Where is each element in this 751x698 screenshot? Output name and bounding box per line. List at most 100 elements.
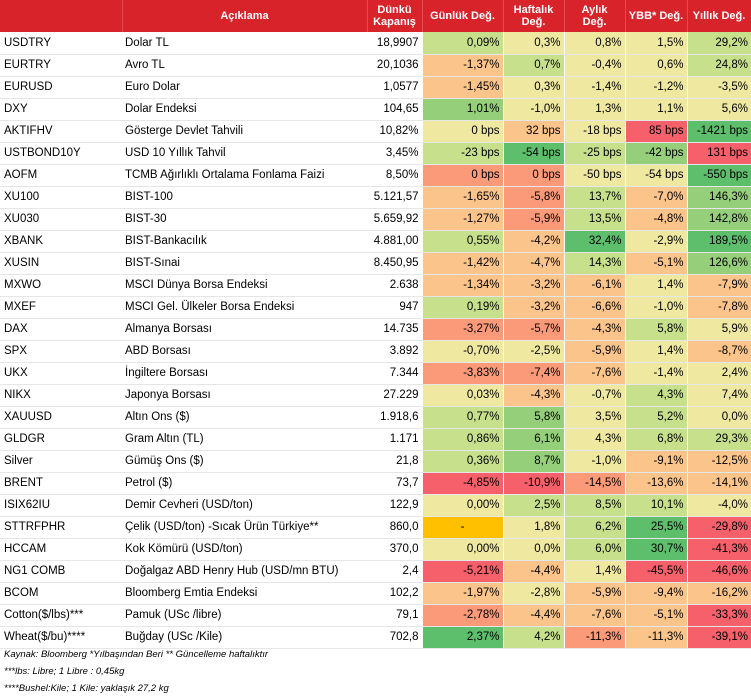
cell-weekly: 0,3% (502, 32, 564, 55)
cell-yearly: -33,3% (686, 604, 751, 627)
cell-daily: -23 bps (421, 142, 503, 165)
cell-code: Silver (0, 450, 122, 473)
footnote-bushel: ****Bushel:Kile; 1 Kile: yaklaşık 27,2 k… (4, 683, 169, 694)
cell-yearly: 7,4% (686, 384, 751, 407)
cell-code: BRENT (0, 472, 122, 495)
table-row: MXEF MSCI Gel. Ülkeler Borsa Endeksi 947 0,… (0, 296, 751, 319)
cell-close: 20,1036 (367, 54, 422, 77)
cell-ytd: 1,4% (624, 274, 687, 297)
table-row: BRENT Petrol ($) 73,7 -4,85% -10,9% -14,5% -13… (0, 472, 751, 495)
cell-code: DAX (0, 318, 122, 341)
table-row: NG1 COMB Doğalgaz ABD Henry Hub (USD/mn B… (0, 560, 751, 583)
cell-ytd: -1,2% (624, 76, 687, 99)
cell-daily: -1,34% (421, 274, 503, 297)
cell-code: NIKX (0, 384, 122, 407)
cell-yearly: -7,9% (686, 274, 751, 297)
cell-close: 947 (367, 296, 422, 319)
table-row: AOFM TCMB Ağırlıklı Ortalama Fonlama Faiz… (0, 164, 751, 187)
cell-monthly: -0,4% (563, 54, 625, 77)
cell-description: Almanya Borsası (122, 318, 367, 341)
cell-monthly: -18 bps (563, 120, 625, 143)
cell-description: BIST-Sınai (122, 252, 367, 275)
cell-code: XUSIN (0, 252, 122, 275)
cell-monthly: 6,0% (563, 538, 625, 561)
cell-daily: 2,37% (421, 626, 503, 649)
cell-daily: -1,27% (421, 208, 503, 231)
cell-close: 21,8 (367, 450, 422, 473)
cell-ytd: -54 bps (624, 164, 687, 187)
cell-code: AOFM (0, 164, 122, 187)
header-yearly: Yıllık Değ. (687, 0, 751, 32)
cell-yearly: 5,6% (686, 98, 751, 121)
table-row: USTBOND10Y USD 10 Yıllık Tahvil 3,45% -23 b… (0, 142, 751, 165)
table-row: EURUSD Euro Dolar 1,0577 -1,45% 0,3% -1,4% -1,… (0, 76, 751, 99)
cell-weekly: 2,5% (502, 494, 564, 517)
table-row: GLDGR Gram Altın (TL) 1.171 0,86% 6,1% 4,3% 6,… (0, 428, 751, 451)
cell-yearly: -550 bps (686, 164, 751, 187)
cell-close: 1.171 (367, 428, 422, 451)
cell-yearly: 131 bps (686, 142, 751, 165)
cell-weekly: -5,9% (502, 208, 564, 231)
cell-close: 1.918,6 (367, 406, 422, 429)
cell-code: XU100 (0, 186, 122, 209)
cell-weekly: -1,0% (502, 98, 564, 121)
cell-yearly: -12,5% (686, 450, 751, 473)
cell-weekly: -54 bps (502, 142, 564, 165)
cell-monthly: 8,5% (563, 494, 625, 517)
cell-description: Petrol ($) (122, 472, 367, 495)
cell-description: Doğalgaz ABD Henry Hub (USD/mn BTU) (122, 560, 367, 583)
cell-daily: 0 bps (421, 164, 503, 187)
cell-monthly: 4,3% (563, 428, 625, 451)
cell-code: MXWO (0, 274, 122, 297)
table-row: MXWO MSCI Dünya Borsa Endeksi 2.638 -1,34% -… (0, 274, 751, 297)
cell-weekly: 4,2% (502, 626, 564, 649)
cell-monthly: 1,4% (563, 560, 625, 583)
cell-code: XBANK (0, 230, 122, 253)
cell-close: 73,7 (367, 472, 422, 495)
cell-yearly: 29,2% (686, 32, 751, 55)
cell-ytd: 1,5% (624, 32, 687, 55)
cell-close: 702,8 (367, 626, 422, 649)
cell-daily: -1,37% (421, 54, 503, 77)
cell-monthly: -7,6% (563, 604, 625, 627)
cell-close: 2.638 (367, 274, 422, 297)
cell-weekly: -10,9% (502, 472, 564, 495)
cell-ytd: -13,6% (624, 472, 687, 495)
cell-yearly: -4,0% (686, 494, 751, 517)
cell-ytd: -1,0% (624, 296, 687, 319)
cell-description: Gümüş Ons ($) (122, 450, 367, 473)
cell-ytd: -1,4% (624, 362, 687, 385)
cell-daily: 0,00% (421, 494, 503, 517)
cell-description: Euro Dolar (122, 76, 367, 99)
footnote-libre: ***lbs: Libre; 1 Libre : 0,45kg (4, 666, 125, 677)
cell-code: XU030 (0, 208, 122, 231)
cell-code: BCOM (0, 582, 122, 605)
cell-yearly: -41,3% (686, 538, 751, 561)
cell-weekly: -3,2% (502, 296, 564, 319)
cell-description: Bloomberg Emtia Endeksi (122, 582, 367, 605)
table-row: XU100 BIST-100 5.121,57 -1,65% -5,8% 13,7% -7,… (0, 186, 751, 209)
cell-yearly: -29,8% (686, 516, 751, 539)
cell-weekly: -4,3% (502, 384, 564, 407)
cell-ytd: -9,4% (624, 582, 687, 605)
cell-monthly: -25 bps (563, 142, 625, 165)
cell-description: Buğday (USc /Kile) (122, 626, 367, 649)
header-daily: Günlük Değ. (422, 0, 504, 32)
cell-weekly: 0,0% (502, 538, 564, 561)
cell-weekly: 0,3% (502, 76, 564, 99)
cell-yearly: 24,8% (686, 54, 751, 77)
cell-description: BIST-Bankacılık (122, 230, 367, 253)
cell-ytd: 1,4% (624, 340, 687, 363)
cell-description: Dolar Endeksi (122, 98, 367, 121)
cell-ytd: 1,1% (624, 98, 687, 121)
cell-ytd: 85 bps (624, 120, 687, 143)
cell-monthly: -5,9% (563, 340, 625, 363)
cell-monthly: -11,3% (563, 626, 625, 649)
cell-ytd: -9,1% (624, 450, 687, 473)
cell-monthly: -4,3% (563, 318, 625, 341)
cell-code: UKX (0, 362, 122, 385)
cell-daily: -3,83% (421, 362, 503, 385)
cell-ytd: 4,3% (624, 384, 687, 407)
cell-description: Gösterge Devlet Tahvili (122, 120, 367, 143)
cell-description: USD 10 Yıllık Tahvil (122, 142, 367, 165)
